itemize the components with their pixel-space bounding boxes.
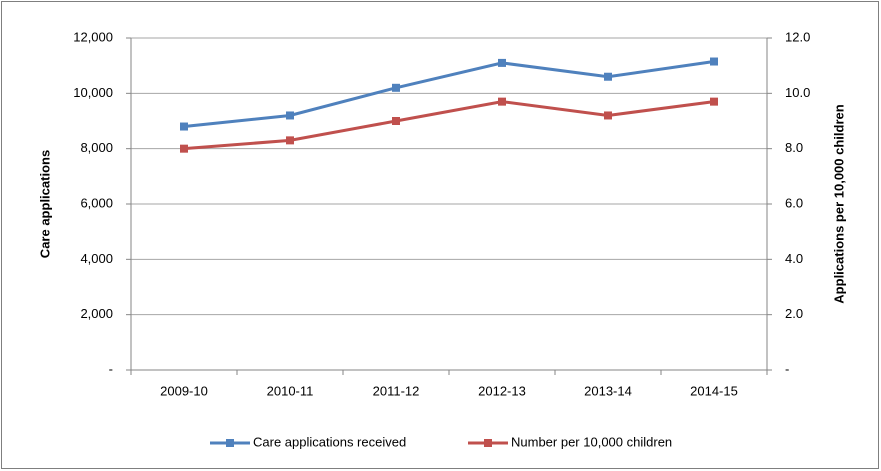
y2-tick-label: 8.0	[785, 140, 803, 155]
x-tick-label: 2012-13	[478, 383, 526, 398]
y2-tick-label: 4.0	[785, 251, 803, 266]
series-line	[183, 100, 715, 151]
x-tick-label: 2014-15	[690, 383, 738, 398]
y2-tick-label: -	[785, 361, 789, 376]
point	[392, 117, 400, 125]
x-tick-label: 2013-14	[584, 383, 632, 398]
y-tick-label: 4,000	[80, 251, 113, 266]
y-axis-title: Care applications	[37, 150, 52, 258]
series-line	[183, 60, 715, 129]
y2-axis-title: Applications per 10,000 children	[831, 104, 846, 303]
y2-tick-label: 10.0	[785, 85, 810, 100]
y2-tick-label: 6.0	[785, 195, 803, 210]
point	[180, 122, 188, 131]
legend-marker	[226, 439, 234, 447]
y-tick-label: 12,000	[73, 29, 113, 44]
point	[180, 144, 188, 153]
point	[286, 136, 294, 145]
legend-label: Care applications received	[253, 434, 406, 449]
point	[710, 57, 718, 66]
point	[498, 58, 506, 67]
point	[604, 111, 612, 120]
x-tick-label: 2010-11	[267, 383, 314, 398]
point	[710, 97, 718, 106]
y-tick-label: 10,000	[73, 85, 113, 100]
legend-marker	[484, 439, 492, 447]
y2-tick-label: 2.0	[785, 306, 803, 321]
x-tick-label: 2009-10	[160, 383, 208, 398]
y-tick-label: -	[109, 361, 113, 376]
y-tick-label: 8,000	[80, 140, 113, 155]
point	[392, 83, 400, 92]
y-tick-label: 2,000	[80, 306, 113, 321]
point	[286, 111, 294, 120]
point	[604, 72, 612, 81]
y-tick-label: 6,000	[80, 195, 113, 210]
legend-label: Number per 10,000 children	[511, 434, 672, 449]
y2-tick-label: 12.0	[785, 29, 810, 44]
point	[498, 97, 506, 106]
x-tick-label: 2011-12	[373, 383, 420, 398]
